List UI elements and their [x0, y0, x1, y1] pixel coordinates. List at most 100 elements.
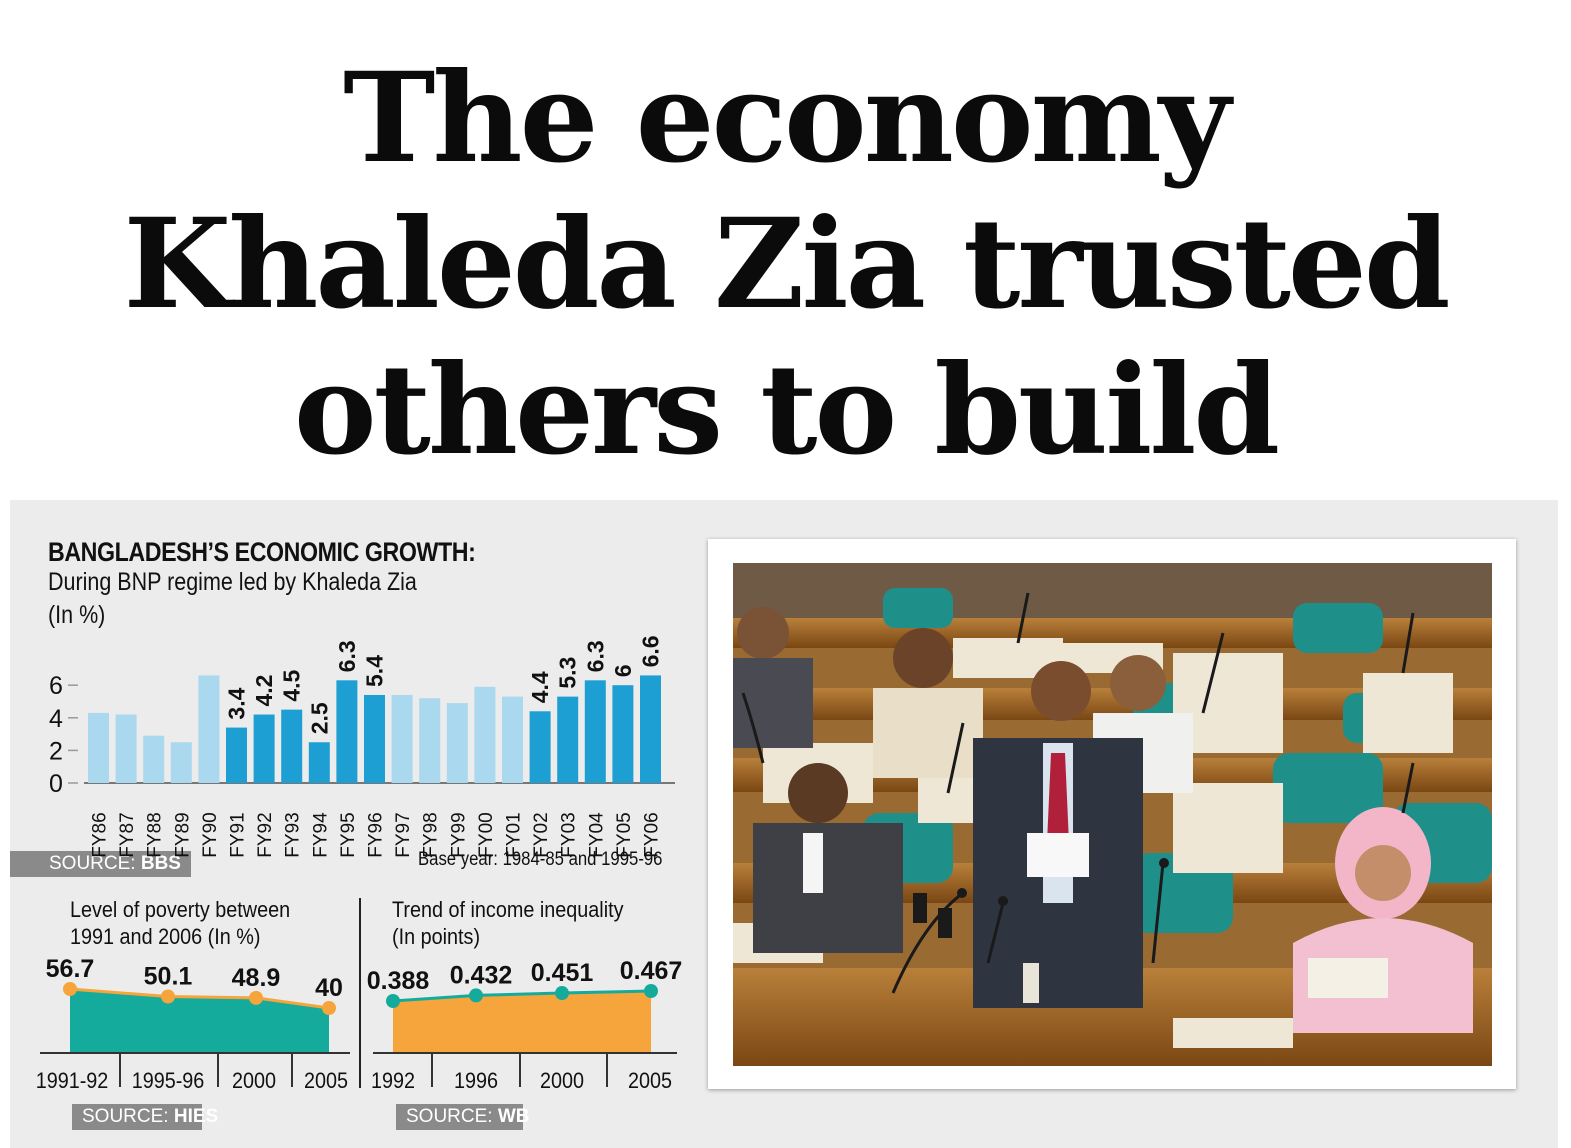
bar	[529, 711, 551, 783]
standing-speaker	[973, 661, 1143, 1008]
poverty-data-label: 56.7	[46, 955, 95, 983]
poverty-category-label: 2000	[232, 1069, 276, 1093]
poverty-title-line-2: 1991 and 2006 (In %)	[70, 924, 261, 949]
inequality-data-label: 0.467	[620, 957, 683, 985]
poverty-source-name: HIES	[173, 1106, 219, 1127]
growth-source-name: BBS	[140, 853, 181, 874]
inequality-data-label: 0.388	[367, 967, 430, 995]
data-label: 6	[610, 664, 636, 677]
headline-line-1: The economy	[343, 46, 1231, 191]
poverty-category-label: 1995-96	[132, 1069, 205, 1093]
poverty-marker	[249, 990, 263, 1005]
x-tick-label: FY87	[117, 812, 138, 857]
headline: The economy Khaleda Zia trusted others t…	[0, 46, 1571, 484]
inequality-chart-title: Trend of income inequality (In points)	[392, 896, 623, 950]
seated-woman	[1293, 807, 1473, 1033]
growth-chart-subtitle: During BNP regime led by Khaleda Zia	[48, 568, 417, 596]
inequality-marker	[386, 994, 400, 1008]
data-label: 6.6	[638, 635, 664, 667]
headline-line-3: others to build	[293, 338, 1280, 483]
x-tick-label: FY89	[172, 812, 193, 857]
inequality-area	[393, 991, 651, 1053]
data-label: 4.2	[251, 675, 277, 707]
data-label: 2.5	[306, 702, 332, 734]
growth-chart-title: BANGLADESH’S ECONOMIC GROWTH:	[48, 537, 476, 567]
water-bottle	[1023, 963, 1039, 1003]
bar	[419, 698, 441, 783]
growth-base-year: Base year: 1984-85 and 1995-96	[418, 849, 663, 870]
growth-source-prefix: SOURCE:	[49, 853, 141, 874]
poverty-category-label: 2005	[304, 1069, 348, 1093]
poverty-chart-title: Level of poverty between 1991 and 2006 (…	[70, 896, 290, 950]
bar	[88, 712, 109, 783]
bar	[391, 694, 413, 783]
x-tick-label: FY02	[531, 812, 552, 857]
inequality-source-prefix: SOURCE:	[406, 1106, 498, 1127]
bar	[115, 714, 137, 783]
poverty-source-prefix: SOURCE:	[82, 1106, 174, 1127]
inequality-data-label: 0.432	[450, 961, 513, 989]
data-label: 5.3	[555, 657, 581, 689]
x-tick-label: FY94	[310, 812, 331, 858]
bar	[446, 703, 468, 783]
microphones	[741, 592, 1415, 994]
x-tick-label: FY91	[228, 812, 249, 857]
inequality-category-label: 1996	[454, 1069, 498, 1093]
y-tick-label: 0	[49, 770, 63, 798]
x-tick-label: FY95	[338, 812, 359, 857]
poverty-data-label: 48.9	[232, 964, 281, 992]
x-tick-label: FY92	[255, 812, 276, 857]
inequality-marker	[555, 986, 569, 1001]
inequality-title-line-2: (In points)	[392, 924, 481, 949]
y-tick-label: 4	[49, 705, 63, 733]
x-tick-label: FY01	[504, 812, 525, 857]
x-tick-label: FY00	[476, 812, 497, 857]
x-tick-label: FY06	[642, 812, 663, 857]
inequality-marker	[469, 988, 483, 1003]
growth-source-tag: SOURCE: BBS	[10, 851, 191, 877]
bar	[474, 686, 496, 783]
data-label: 6.3	[334, 640, 360, 672]
x-tick-label: FY90	[200, 812, 221, 857]
microphone-heads	[913, 858, 1169, 938]
poverty-data-label: 40	[315, 974, 343, 1002]
bar	[253, 714, 275, 783]
bar	[640, 675, 661, 783]
data-label: 4.5	[279, 669, 305, 701]
x-tick-label: FY05	[614, 812, 635, 857]
bar	[584, 680, 606, 783]
growth-chart-unit: (In %)	[48, 601, 106, 629]
inequality-source-tag: SOURCE: WB	[396, 1104, 530, 1130]
inequality-title-line-1: Trend of income inequality	[392, 897, 624, 922]
inequality-line	[392, 989, 652, 1003]
inequality-category-label: 1992	[371, 1069, 415, 1093]
inequality-marker	[644, 984, 658, 998]
poverty-title-line-1: Level of poverty between	[70, 897, 291, 922]
headline-line-2: Khaleda Zia trusted	[123, 192, 1450, 337]
data-label: 5.4	[362, 655, 388, 687]
bar	[502, 696, 523, 783]
x-tick-label: FY88	[145, 812, 166, 857]
inequality-category-label: 2005	[628, 1069, 672, 1093]
parliament-photo	[733, 563, 1492, 1066]
charts-divider	[359, 898, 361, 1088]
poverty-marker	[161, 989, 175, 1004]
bar	[557, 696, 579, 783]
bar	[226, 727, 247, 783]
inequality-data-label: 0.451	[531, 959, 594, 987]
paper-stacks	[733, 638, 1453, 1048]
poverty-area	[70, 989, 329, 1053]
bar	[612, 685, 634, 783]
bar	[143, 735, 165, 783]
inequality-source-name: WB	[497, 1106, 530, 1127]
inequality-category-label: 2000	[540, 1069, 584, 1093]
x-tick-label: FY03	[559, 812, 580, 857]
x-tick-label: FY96	[366, 812, 387, 857]
bar	[198, 675, 220, 783]
poverty-category-label: 1991-92	[36, 1069, 109, 1093]
bar	[170, 742, 192, 783]
poverty-line	[69, 987, 330, 1010]
poverty-marker	[322, 1001, 336, 1015]
poverty-data-label: 50.1	[144, 963, 193, 991]
x-tick-label: FY04	[586, 812, 607, 858]
